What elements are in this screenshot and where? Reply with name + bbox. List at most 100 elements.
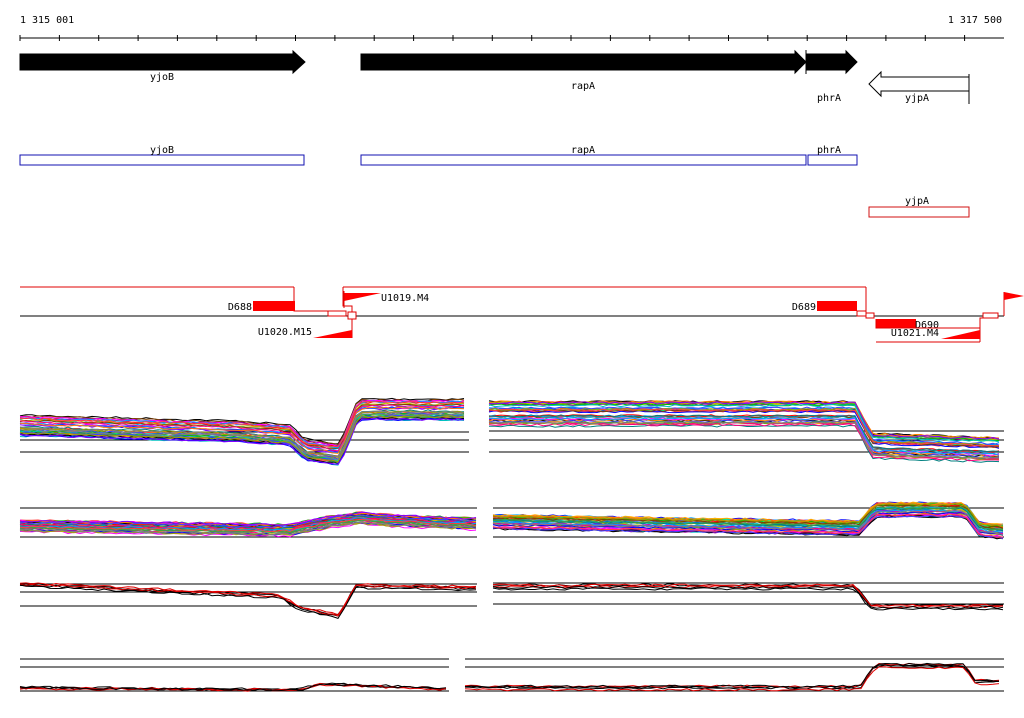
- gene-label-phra: phrA: [817, 93, 841, 104]
- expression-profile-line: [19, 410, 465, 458]
- gene-label-rapa: rapA: [571, 81, 595, 92]
- expression-panel-4-right: [464, 658, 1004, 692]
- feature-bar-d688[interactable]: [253, 301, 295, 311]
- feature-bar-d690[interactable]: [876, 319, 916, 328]
- expression-profile-line: [19, 404, 465, 452]
- promoter-flag-u1019[interactable]: [344, 293, 381, 301]
- gene-arrow-yjpa[interactable]: [868, 70, 970, 98]
- gene-arrow-yjob[interactable]: [19, 49, 306, 75]
- expression-profile-line: [492, 511, 1004, 536]
- expression-profile-line: [19, 406, 465, 454]
- feature-label-u1019: U1019.M4: [381, 293, 429, 304]
- promoter-flag-right-edge[interactable]: [1004, 292, 1024, 300]
- expression-profile-line: [19, 519, 477, 534]
- expression-profile-line: [19, 414, 465, 463]
- expression-profile-line: [489, 424, 1000, 463]
- expression-panel-1-left: [19, 397, 469, 466]
- gene-arrow-phra[interactable]: [805, 49, 858, 75]
- expression-profile-line: [488, 402, 1000, 441]
- cds-label-yjpa: yjpA: [905, 196, 929, 207]
- expression-profile-line: [492, 504, 1004, 529]
- coordinate-ruler: 1 315 001 1 317 500: [19, 15, 1004, 41]
- expression-profile-line: [488, 407, 1000, 447]
- promoter-connector-u1019: [342, 287, 353, 316]
- expression-profile-line: [488, 406, 1000, 446]
- expression-profile-line: [492, 515, 1004, 539]
- expression-panel-2-right: [492, 501, 1004, 540]
- ruler-ticks: [19, 35, 966, 41]
- expression-profile-line: [19, 511, 477, 526]
- expression-profile-line: [488, 401, 1000, 440]
- gene-arrow-rapa[interactable]: [360, 49, 807, 75]
- expression-profile-line: [464, 666, 1000, 692]
- feature-label-d688: D688: [228, 302, 252, 313]
- expression-profile-line: [19, 518, 477, 533]
- transcript-bracket-lower: [875, 319, 980, 329]
- expression-profile-line: [19, 514, 477, 528]
- expression-panel-2-left: [19, 507, 477, 538]
- expression-profile-line: [492, 510, 1004, 536]
- terminator-connector-d688: [293, 287, 329, 316]
- feature-label-d690: D690: [915, 320, 939, 331]
- transcript-feature-track: D688 U1019.M4 U1020.M15 D689 D690 U1021.…: [20, 286, 1024, 343]
- expression-profile-line: [492, 587, 1004, 611]
- expression-panel-3-left: [19, 582, 477, 619]
- feature-label-d689: D689: [792, 302, 816, 313]
- expression-profile-line: [19, 417, 465, 465]
- expression-profile-line: [492, 583, 1004, 607]
- expression-profile-line: [488, 403, 1000, 443]
- terminator-box-d688: [327, 310, 347, 317]
- expression-profile-line: [492, 501, 1004, 525]
- promoter-box-u1019: [347, 311, 357, 320]
- expression-profile-line: [19, 401, 465, 448]
- expression-profile-line: [464, 663, 1000, 689]
- expression-profile-line: [488, 408, 999, 447]
- ruler-start-label: 1 315 001: [20, 15, 74, 26]
- expression-profile-line: [19, 521, 477, 536]
- cds-label-rapa: rapA: [571, 145, 595, 156]
- cds-plus-track: yjoB rapA phrA: [19, 145, 858, 166]
- cds-box-phra[interactable]: [807, 154, 858, 166]
- promoter-flag-u1020[interactable]: [313, 330, 352, 338]
- cds-box-yjpa[interactable]: [868, 206, 970, 218]
- expression-profile-panels: [19, 397, 1004, 692]
- expression-profile-line: [19, 516, 477, 531]
- expression-profile-line: [489, 417, 1000, 456]
- expression-profile-line: [488, 414, 1000, 453]
- feature-bar-d689[interactable]: [817, 301, 857, 311]
- expression-profile-line: [488, 423, 1000, 462]
- gene-label-yjob: yjoB: [150, 72, 174, 83]
- expression-panel-3-right: [492, 582, 1004, 611]
- gene-arrow-track: yjoB rapA phrA yjpA: [19, 49, 970, 104]
- expression-profile-line: [492, 585, 1004, 609]
- expression-profile-line: [19, 582, 477, 616]
- terminator-box-d689a: [856, 310, 867, 317]
- promoter-flag-u1021[interactable]: [941, 330, 980, 339]
- expression-profile-line: [492, 514, 1004, 540]
- cds-label-phra: phrA: [817, 145, 841, 156]
- expression-panel-1-right: [488, 400, 1004, 463]
- expression-panel-4-left: [19, 658, 449, 692]
- expression-profile-line: [492, 502, 1004, 528]
- expression-profile-line: [492, 513, 1004, 538]
- expression-profile-line: [19, 415, 465, 463]
- feature-label-u1020: U1020.M15: [258, 327, 312, 338]
- expression-profile-line: [19, 584, 477, 619]
- expression-profile-line: [19, 413, 465, 461]
- expression-profile-line: [492, 509, 1004, 533]
- cds-box-yjob[interactable]: [19, 154, 305, 166]
- feature-label-u1021: U1021.M4: [891, 328, 939, 339]
- cds-box-rapa[interactable]: [360, 154, 807, 166]
- cds-minus-track: yjpA: [868, 196, 970, 218]
- gene-label-yjpa: yjpA: [905, 93, 929, 104]
- terminator-box-d689b: [865, 312, 875, 319]
- promoter-box-u1021: [982, 312, 999, 319]
- cds-label-yjob: yjoB: [150, 145, 174, 156]
- expression-profile-line: [488, 420, 999, 459]
- ruler-end-label: 1 317 500: [948, 15, 1002, 26]
- expression-profile-line: [464, 662, 1000, 688]
- expression-profile-line: [492, 506, 1004, 531]
- expression-profile-line: [19, 683, 447, 692]
